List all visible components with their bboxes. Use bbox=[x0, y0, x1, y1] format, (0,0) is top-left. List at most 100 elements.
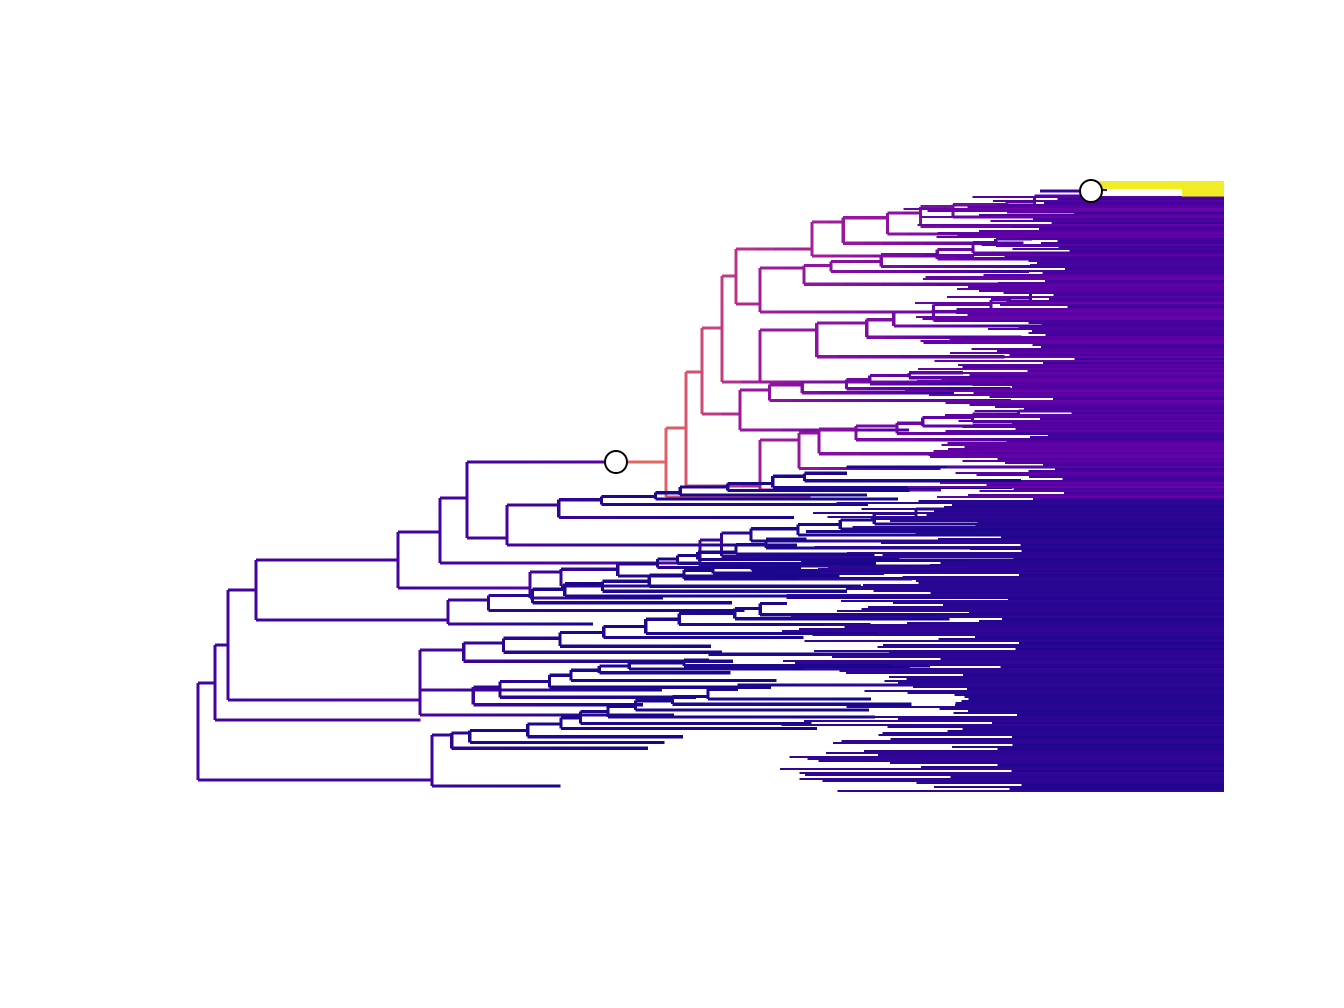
tip-branch bbox=[890, 738, 1224, 741]
tip-branch bbox=[967, 286, 1224, 289]
tip-branch bbox=[1019, 642, 1224, 645]
tip-branch bbox=[852, 586, 1224, 589]
tip-branch bbox=[795, 662, 1224, 665]
tip-branch bbox=[917, 224, 1224, 227]
tip-branch bbox=[973, 424, 1224, 427]
tip-branch bbox=[918, 500, 1224, 503]
tip-branch bbox=[844, 626, 1224, 629]
tip-branch bbox=[1048, 298, 1224, 301]
tip-branch bbox=[989, 396, 1224, 399]
tip-branch bbox=[831, 656, 1224, 659]
tip-branch bbox=[936, 284, 1224, 287]
tip-branch bbox=[845, 588, 1224, 591]
tip-branch bbox=[937, 614, 1224, 617]
tip-branch bbox=[951, 504, 1224, 507]
tip-branch bbox=[832, 742, 1224, 745]
tip-branch bbox=[918, 582, 1224, 585]
tip-branch bbox=[940, 658, 1224, 661]
tip-branch bbox=[954, 704, 1224, 707]
tip-branch bbox=[998, 282, 1224, 285]
tip-branch bbox=[1028, 470, 1224, 473]
tip-branch bbox=[998, 528, 1224, 531]
tip-branch bbox=[1074, 358, 1224, 361]
tip-branch bbox=[882, 732, 1224, 735]
tip-branch bbox=[968, 388, 1224, 391]
tip-branch bbox=[877, 646, 1224, 649]
tip-branch bbox=[917, 368, 1224, 371]
tip-branch bbox=[1012, 248, 1224, 251]
tip-branch bbox=[805, 774, 1224, 777]
tip-branch bbox=[1020, 544, 1224, 547]
tip-branch bbox=[923, 278, 1224, 281]
tip-branch bbox=[929, 564, 1224, 567]
tip-branch bbox=[969, 374, 1224, 377]
tip-branch bbox=[963, 560, 1224, 563]
tip-branch bbox=[979, 620, 1224, 623]
tip-branch bbox=[1042, 464, 1224, 467]
tip-branch bbox=[1033, 498, 1224, 501]
tip-branch bbox=[1000, 536, 1224, 539]
tip-branch bbox=[969, 404, 1224, 407]
tip-branch bbox=[947, 466, 1224, 469]
tip-branch bbox=[818, 760, 1224, 763]
tip-branch bbox=[807, 758, 1224, 761]
tip-branch bbox=[967, 206, 1224, 209]
tip-branch bbox=[878, 734, 1224, 737]
tip-branch bbox=[912, 400, 1224, 403]
tip-branch bbox=[890, 664, 1224, 667]
tip-branch bbox=[1018, 326, 1224, 329]
tip-branch bbox=[812, 634, 1224, 637]
tip-branch bbox=[1057, 240, 1224, 243]
tip-branch bbox=[889, 762, 1224, 765]
tip-branch bbox=[897, 682, 1224, 685]
tip-branch bbox=[1006, 300, 1224, 303]
tip-branch bbox=[845, 672, 1224, 675]
tip-branch bbox=[1010, 226, 1224, 229]
tip-branch bbox=[947, 448, 1224, 451]
tip-branch bbox=[841, 740, 1224, 743]
tip-branch bbox=[994, 406, 1224, 409]
tip-branch bbox=[975, 636, 1224, 639]
tip-branch bbox=[1041, 324, 1224, 327]
tip-branch bbox=[977, 522, 1224, 525]
tip-branch bbox=[1044, 202, 1224, 205]
tip-branch bbox=[1045, 334, 1224, 337]
tip-branch bbox=[836, 610, 1224, 613]
tip-branch bbox=[991, 722, 1224, 725]
tip-branch bbox=[1048, 434, 1224, 437]
tip-branch bbox=[1017, 714, 1224, 717]
tip-branch bbox=[1039, 418, 1224, 421]
tip-branch bbox=[1074, 212, 1224, 215]
tip-branch bbox=[1039, 228, 1224, 231]
tip-branch bbox=[889, 652, 1224, 655]
tip-branch bbox=[991, 534, 1224, 537]
tip-branch bbox=[781, 724, 1224, 727]
tip-branch bbox=[962, 460, 1224, 463]
tip-branch bbox=[1064, 268, 1224, 271]
tip-branch bbox=[877, 754, 1224, 757]
tip-branch bbox=[957, 234, 1224, 237]
tip-branch bbox=[927, 210, 1224, 213]
fast-tip-branch bbox=[1182, 194, 1224, 197]
tip-branch bbox=[817, 568, 1224, 571]
tip-branch bbox=[939, 708, 1224, 711]
tip-branch bbox=[1027, 370, 1224, 373]
tip-branch bbox=[990, 220, 1224, 223]
tip-branch bbox=[973, 392, 1224, 395]
tip-branch bbox=[914, 372, 1224, 375]
tip-branch bbox=[865, 716, 1224, 719]
tip-branch bbox=[1032, 218, 1224, 221]
tip-branch bbox=[985, 530, 1224, 533]
tip-branch bbox=[941, 444, 1224, 447]
tip-branch bbox=[898, 718, 1224, 721]
tip-branch bbox=[952, 746, 1224, 749]
tip-branch bbox=[1034, 252, 1224, 255]
tip-branch bbox=[1021, 784, 1224, 787]
tip-branch bbox=[906, 622, 1224, 625]
tip-branch bbox=[783, 660, 1224, 663]
tip-branch bbox=[841, 600, 1224, 603]
tip-branch bbox=[1012, 736, 1224, 739]
tip-branch bbox=[978, 290, 1224, 293]
tip-branch bbox=[917, 356, 1224, 359]
tip-branch bbox=[1012, 744, 1224, 747]
